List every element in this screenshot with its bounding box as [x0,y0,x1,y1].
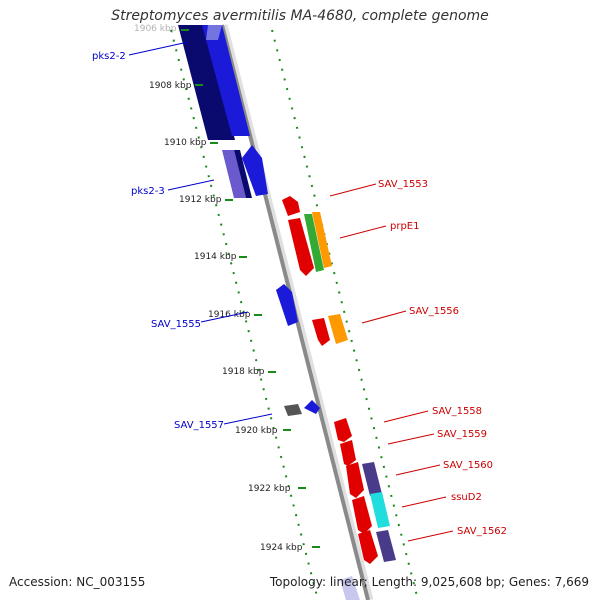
track-guide [271,29,419,600]
gene-sav1557-blue[interactable] [304,400,320,414]
label-leader [361,310,407,324]
label-leader [387,433,435,445]
gene-red-1[interactable] [288,218,314,276]
gene-bottom-ghost [340,576,360,600]
label-leader [339,225,387,239]
gene-pks2-3-b[interactable] [234,150,252,198]
kbp-label: 1914 kbp [194,252,237,262]
gene-label-sav1553[interactable]: SAV_1553 [378,179,428,190]
kbp-label: 1910 kbp [164,138,207,148]
gene-sav1558[interactable] [334,418,352,442]
kbp-label: 1922 kbp [248,484,291,494]
gene-sav1559[interactable] [340,440,356,466]
kbp-label: 1916 kbp [208,310,251,320]
track-guide [170,29,319,600]
gene-label-sav1555[interactable]: SAV_1555 [151,319,201,330]
label-leader [383,410,429,423]
label-leader [200,311,249,323]
gene-pks2-2-outer[interactable] [178,25,235,140]
genome-summary-text: Topology: linear; Length: 9,025,608 bp; … [269,575,589,589]
gene-sav1553[interactable] [282,196,300,216]
gene-sav1556-orange[interactable] [328,314,348,344]
gene-label-sav1559[interactable]: SAV_1559 [437,429,487,440]
gene-prpE1-green[interactable] [304,214,324,272]
label-leader [223,413,273,425]
gene-pks2-3-a[interactable] [222,150,246,198]
gene-label-pks2-3[interactable]: pks2-3 [131,186,165,197]
gene-sav1560-red[interactable] [346,462,364,498]
gene-ssuD2-cyan[interactable] [370,492,390,528]
label-leader [128,41,189,56]
label-leader [395,464,441,476]
kbp-label: 1918 kbp [222,367,265,377]
gene-label-sav1558[interactable]: SAV_1558 [432,406,482,417]
label-leader [167,179,215,191]
kbp-ticks [181,29,320,548]
kbp-label: 1906 kbp [134,24,177,34]
label-leader [329,183,377,197]
gene-sav1560-purple[interactable] [362,462,382,496]
gene-ssuD2-red[interactable] [352,496,372,534]
gene-label-pks2-2[interactable]: pks2-2 [92,51,126,62]
gene-label-sav1557[interactable]: SAV_1557 [174,420,224,431]
gene-prpE1-orange[interactable] [312,212,332,268]
gene-label-sav1556[interactable]: SAV_1556 [409,306,459,317]
gene-sav1556-red[interactable] [312,318,330,346]
accession-text: Accession: NC_003155 [9,575,146,589]
gene-pks2-3-c[interactable] [242,145,268,196]
gene-label-ssuD2[interactable]: ssuD2 [451,492,482,503]
label-leader [401,496,447,508]
gene-sav1562-red[interactable] [358,530,378,564]
gene-sav1557-gray[interactable] [284,404,302,416]
label-leader [407,530,454,542]
gene-pks2-2-inner[interactable] [202,25,250,136]
gene-label-prpE1[interactable]: prpE1 [390,221,420,232]
kbp-label: 1924 kbp [260,543,303,553]
map-title: Streptomyces avermitilis MA-4680, comple… [111,8,489,24]
gene-pks2-2-ghost [206,25,222,40]
kbp-label: 1920 kbp [235,426,278,436]
gene-label-sav1562[interactable]: SAV_1562 [457,526,507,537]
kbp-label: 1912 kbp [179,195,222,205]
gene-sav1555[interactable] [276,284,298,326]
gene-sav1562-purple[interactable] [376,530,396,562]
gene-label-sav1560[interactable]: SAV_1560 [443,460,493,471]
kbp-label: 1908 kbp [149,81,192,91]
